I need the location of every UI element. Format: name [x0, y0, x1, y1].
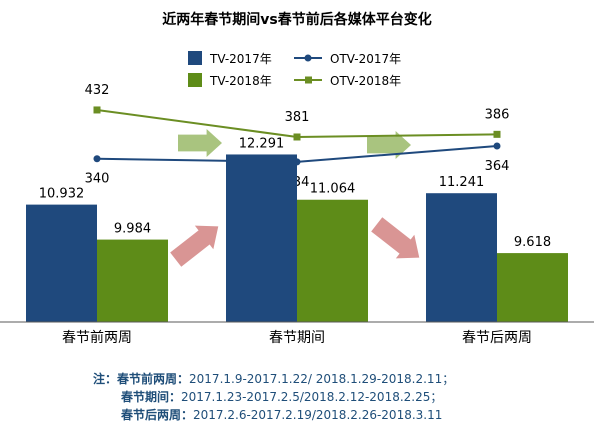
trend-arrow-line-2: [367, 131, 411, 159]
series-otv-2018-label-3: 386: [485, 107, 510, 122]
series-tv-2017-value-label-3: 11.241: [439, 175, 485, 190]
chart-title: 近两年春节期间vs春节前后各媒体平台变化: [162, 11, 431, 28]
x-tick-label-3: 春节后两周: [462, 330, 532, 346]
legend-tv-2018-swatch: [188, 73, 202, 87]
trend-arrow-bar-2-shape: [371, 217, 420, 259]
footnote-key-1: 春节前两周：: [117, 372, 190, 386]
legend-tv-2017-label: TV-2017年: [209, 52, 272, 66]
series-otv-2018-point-1: [93, 106, 101, 114]
x-tick-label-2: 春节期间: [269, 330, 325, 346]
footnote-line-2: 春节期间：2017.1.23-2017.2.5/2018.2.12-2018.2…: [121, 388, 442, 405]
chart: 近两年春节期间vs春节前后各媒体平台变化 TV-2017年 TV-2018年 OTV…: [0, 11, 594, 346]
series-otv-2017-point-1: [93, 155, 101, 163]
footnote-prefix: 注：: [93, 372, 118, 386]
footnote-value-3: 2017.2.6-2017.2.19/2018.2.26-2018.3.11: [193, 408, 443, 422]
series-tv-2018-bar-2: [297, 199, 368, 322]
trend-arrow-bar-1-shape: [170, 225, 219, 267]
series-tv-2018: 9.984 11.064 9.618: [97, 182, 568, 322]
legend: TV-2017年 TV-2018年 OTV-2017年 OTV-2018年: [188, 51, 401, 88]
series-tv-2018-value-label-3: 9.618: [514, 235, 551, 250]
series-otv-2018-label-2: 381: [285, 110, 310, 125]
legend-otv-2018-label: OTV-2018年: [330, 74, 401, 88]
legend-tv-2018: TV-2018年: [188, 73, 272, 88]
trend-arrow-line-1: [178, 129, 222, 157]
legend-otv-2017: OTV-2017年: [294, 52, 401, 66]
legend-tv-2017: TV-2017年: [188, 51, 272, 66]
trend-arrow-bar-2: [371, 217, 420, 259]
series-tv-2017-bar-3: [426, 193, 497, 322]
series-otv-2017-point-3: [493, 142, 501, 150]
series-tv-2018-bar-3: [497, 253, 568, 322]
legend-otv-2017-label: OTV-2017年: [330, 52, 401, 66]
series-tv-2018-value-label-1: 9.984: [114, 222, 151, 237]
series-otv-2018-point-3: [493, 130, 501, 138]
footnote-line-3: 春节后两周：2017.2.6-2017.2.19/2018.2.26-2018.…: [121, 406, 442, 423]
footnote-key-3: 春节后两周：: [121, 408, 194, 422]
tv-bars: 10.932 12.291 11.241 9.984 11.064 9.618: [26, 136, 568, 322]
trend-arrow-bar-1: [170, 225, 219, 267]
series-tv-2017-bar-2: [226, 154, 297, 322]
series-otv-2018: 432 381 386: [85, 83, 510, 141]
series-tv-2017-bar-1: [26, 204, 97, 322]
legend-otv-2017-marker: [304, 54, 312, 62]
series-otv-2018-label-1: 432: [85, 83, 110, 98]
legend-tv-2017-swatch: [188, 51, 202, 65]
series-otv-2017-label-3: 364: [485, 159, 510, 174]
x-axis-labels: 春节前两周 春节期间 春节后两周: [62, 329, 532, 346]
footnote-key-2: 春节期间：: [121, 390, 182, 404]
trend-arrows: [170, 129, 420, 267]
series-tv-2018-bar-1: [97, 239, 168, 322]
series-tv-2017-value-label-2: 12.291: [239, 136, 285, 151]
series-tv-2017-value-label-1: 10.932: [39, 187, 85, 202]
legend-otv-2018-marker: [305, 76, 312, 84]
footnote-value-1: 2017.1.9-2017.1.22/ 2018.1.29-2018.2.11；: [189, 372, 455, 386]
footnote-value-2: 2017.1.23-2017.2.5/2018.2.12-2018.2.25；: [181, 390, 443, 404]
series-otv-2018-point-2: [293, 133, 301, 141]
series-otv-2017-label-1: 340: [85, 172, 110, 187]
legend-otv-2018: OTV-2018年: [294, 74, 401, 88]
series-tv-2017: 10.932 12.291 11.241: [26, 136, 497, 322]
x-tick-label-1: 春节前两周: [62, 329, 132, 346]
footnote-line-1: 注：春节前两周：2017.1.9-2017.1.22/ 2018.1.29-20…: [93, 370, 454, 387]
legend-tv-2018-label: TV-2018年: [209, 74, 272, 88]
series-tv-2018-value-label-2: 11.064: [310, 182, 356, 197]
